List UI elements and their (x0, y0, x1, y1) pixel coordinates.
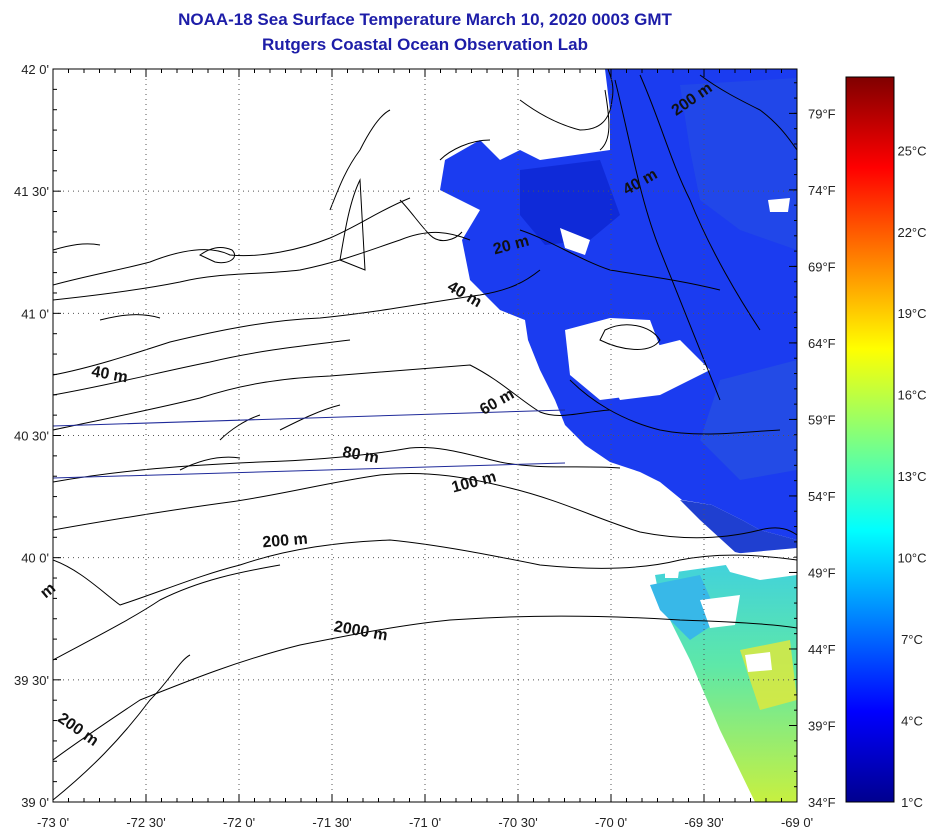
longitude-tick-label: -71 0' (409, 815, 441, 830)
depth-contour-label: 100 m (450, 468, 498, 496)
fahrenheit-labels: 79°F 74°F 69°F 64°F 59°F 54°F 49°F 44°F 39°F 34°F (808, 106, 836, 810)
fahrenheit-tick-label: 49°F (808, 565, 836, 580)
longitude-tick-label: -72 0' (223, 815, 255, 830)
latitude-tick-label: 40 0' (21, 551, 49, 566)
depth-contour-label: 200 m (54, 710, 101, 750)
colorbar-tick-label: 25°C (897, 143, 926, 158)
colorbar-tick-label: 13°C (897, 469, 926, 484)
map-subtitle: Rutgers Coastal Ocean Observation Lab (262, 35, 588, 54)
fahrenheit-tick-label: 44°F (808, 642, 836, 657)
colorbar-tick-label: 10°C (897, 551, 926, 566)
latitude-tick-label: 41 0' (21, 306, 49, 321)
longitude-labels: -73 0' -72 30' -72 0' -71 30' -71 0' -70 30' -… (37, 815, 813, 830)
fahrenheit-tick-label: 39°F (808, 718, 836, 733)
longitude-tick-label: -70 30' (498, 815, 537, 830)
latitude-tick-label: 42 0' (21, 62, 49, 77)
longitude-tick-label: -73 0' (37, 815, 69, 830)
fahrenheit-tick-label: 74°F (808, 183, 836, 198)
fahrenheit-tick-label: 34°F (808, 795, 836, 810)
colorbar-tick-label: 7°C (901, 632, 923, 647)
depth-contour-label: 40 m (90, 363, 129, 386)
longitude-tick-label: -71 30' (312, 815, 351, 830)
colorbar-tick-label: 4°C (901, 714, 923, 729)
fahrenheit-tick-label: 69°F (808, 259, 836, 274)
depth-contour-label: 60 m (477, 386, 517, 419)
colorbar-tick-label: 16°C (897, 388, 926, 403)
fahrenheit-tick-label: 79°F (808, 106, 836, 121)
bathymetry-contours (53, 69, 797, 801)
track-lines (52, 409, 566, 479)
fahrenheit-tick-label: 54°F (808, 489, 836, 504)
latitude-tick-label: 41 30' (14, 184, 49, 199)
longitude-tick-label: -69 0' (781, 815, 813, 830)
map-title: NOAA-18 Sea Surface Temperature March 10… (178, 10, 672, 29)
track-line (52, 462, 566, 479)
track-line (52, 409, 566, 427)
depth-contour-label: 2000 m (332, 618, 388, 644)
map-ticks (52, 68, 798, 803)
temperature-colorbar (845, 76, 895, 803)
latitude-tick-label: 39 30' (14, 673, 49, 688)
colorbar-labels: 1°C 4°C 7°C 10°C 13°C 16°C 19°C 22°C 25°C (897, 143, 926, 810)
depth-contour-label: 200 m (262, 531, 309, 552)
fahrenheit-tick-label: 59°F (808, 412, 836, 427)
sst-imagery (440, 69, 797, 802)
longitude-tick-label: -70 0' (595, 815, 627, 830)
latitude-labels: 42 0' 41 30' 41 0' 40 30' 40 0' 39 30' 39 0' (14, 62, 49, 810)
latitude-tick-label: 39 0' (21, 795, 49, 810)
colorbar-tick-label: 1°C (901, 795, 923, 810)
depth-contour-label: 80 m (341, 444, 380, 467)
longitude-tick-label: -69 30' (684, 815, 723, 830)
latitude-tick-label: 40 30' (14, 429, 49, 444)
colorbar-tick-label: 22°C (897, 225, 926, 240)
colorbar-tick-label: 19°C (897, 306, 926, 321)
fahrenheit-tick-label: 64°F (808, 336, 836, 351)
longitude-tick-label: -72 30' (126, 815, 165, 830)
map-gridlines (53, 69, 797, 802)
